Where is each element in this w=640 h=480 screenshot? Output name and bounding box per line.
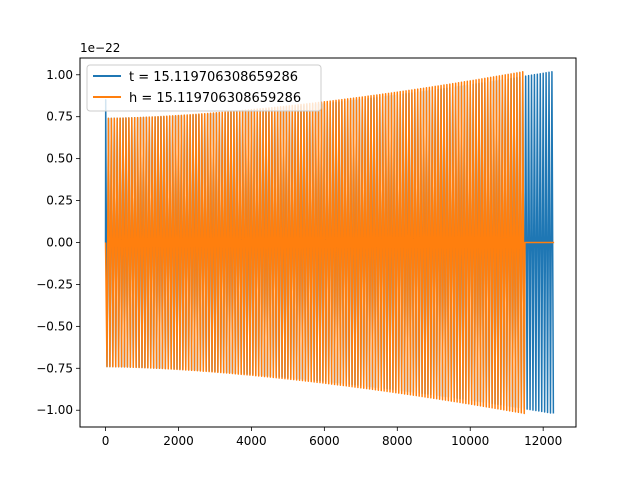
y-tick-label: −0.50 [36,319,73,333]
y-tick-label: 0.75 [46,110,73,124]
x-axis: 0 2000 4000 6000 8000 10000 12000 [102,427,562,448]
y-tick-label: 0.00 [46,236,73,250]
y-tick-label: −1.00 [36,403,73,417]
x-tick-label: 8000 [382,434,413,448]
series-line-h [104,71,555,415]
legend-label-t: t = 15.119706308659286 [129,70,298,85]
legend-label-h: h = 15.119706308659286 [129,91,301,106]
axis-offset-text: 1e−22 [80,41,120,55]
x-tick-label: 12000 [524,434,562,448]
x-tick-label: 6000 [309,434,340,448]
x-tick-label: 0 [102,434,110,448]
x-tick-label: 4000 [236,434,267,448]
y-tick-label: −0.75 [36,361,73,375]
x-tick-label: 2000 [163,434,194,448]
x-tick-label: 10000 [451,434,489,448]
y-tick-label: 1.00 [46,68,73,82]
legend: t = 15.119706308659286 h = 15.1197063086… [86,64,322,112]
series-layer [104,71,555,415]
y-tick-label: −0.25 [36,277,73,291]
y-tick-label: 0.25 [46,194,73,208]
y-tick-label: 0.50 [46,152,73,166]
y-axis: 1.00 0.75 0.50 0.25 0.00 −0.25 −0.50 −0.75 −1.00 [36,68,80,417]
legend-box [86,64,322,112]
